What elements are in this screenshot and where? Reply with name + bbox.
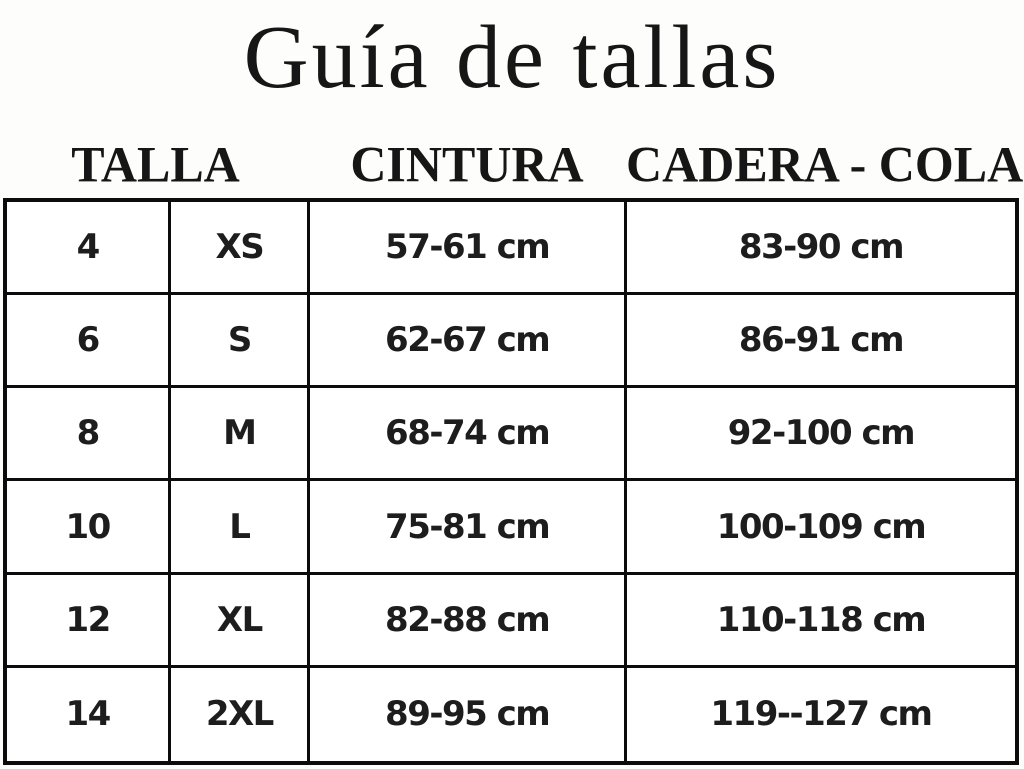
cell-hip-range: 92-100 cm bbox=[626, 388, 1015, 482]
cell-size-number: 8 bbox=[7, 388, 172, 482]
cell-waist-range: 62-67 cm bbox=[310, 295, 627, 389]
cell-size-number: 14 bbox=[7, 667, 172, 761]
cell-hip-range: 83-90 cm bbox=[626, 202, 1015, 296]
cell-size-number: 6 bbox=[7, 295, 172, 389]
table-header-row: TALLA CINTURA CADERA - COLA bbox=[3, 134, 1024, 194]
cell-waist-range: 75-81 cm bbox=[310, 481, 627, 575]
column-header-cadera-cola: CADERA - COLA bbox=[626, 135, 1024, 193]
cell-hip-range: 110-118 cm bbox=[626, 575, 1015, 668]
cell-waist-range: 68-74 cm bbox=[310, 388, 627, 482]
page-title: Guía de tallas bbox=[243, 8, 781, 107]
cell-size-letter: S bbox=[171, 295, 311, 389]
column-header-talla: TALLA bbox=[71, 135, 240, 193]
cell-size-letter: XL bbox=[171, 574, 311, 668]
cell-hip-range: 119--127 cm bbox=[710, 694, 933, 735]
cell-size-letter: M bbox=[171, 388, 311, 482]
cell-waist-range: 82-88 cm bbox=[310, 574, 627, 668]
cell-hip-range: 100-109 cm bbox=[626, 481, 1015, 575]
cell-size-letter: L bbox=[171, 481, 311, 575]
cell-hip-range: 86-91 cm bbox=[626, 295, 1015, 389]
cell-size-letter: 2XL bbox=[171, 667, 311, 761]
cell-size-number: 12 bbox=[7, 574, 172, 668]
column-header-cintura: CINTURA bbox=[350, 135, 584, 193]
cell-waist-range: 57-61 cm bbox=[310, 202, 627, 296]
cell-waist-range: 89-95 cm bbox=[310, 667, 627, 761]
cell-size-number: 4 bbox=[7, 202, 172, 296]
cell-size-number: 10 bbox=[7, 481, 172, 575]
cell-size-letter: XS bbox=[171, 202, 311, 296]
size-table: 4 XS 57-61 cm 83-90 cm 6 S 62-67 cm 86-9… bbox=[3, 198, 1019, 765]
